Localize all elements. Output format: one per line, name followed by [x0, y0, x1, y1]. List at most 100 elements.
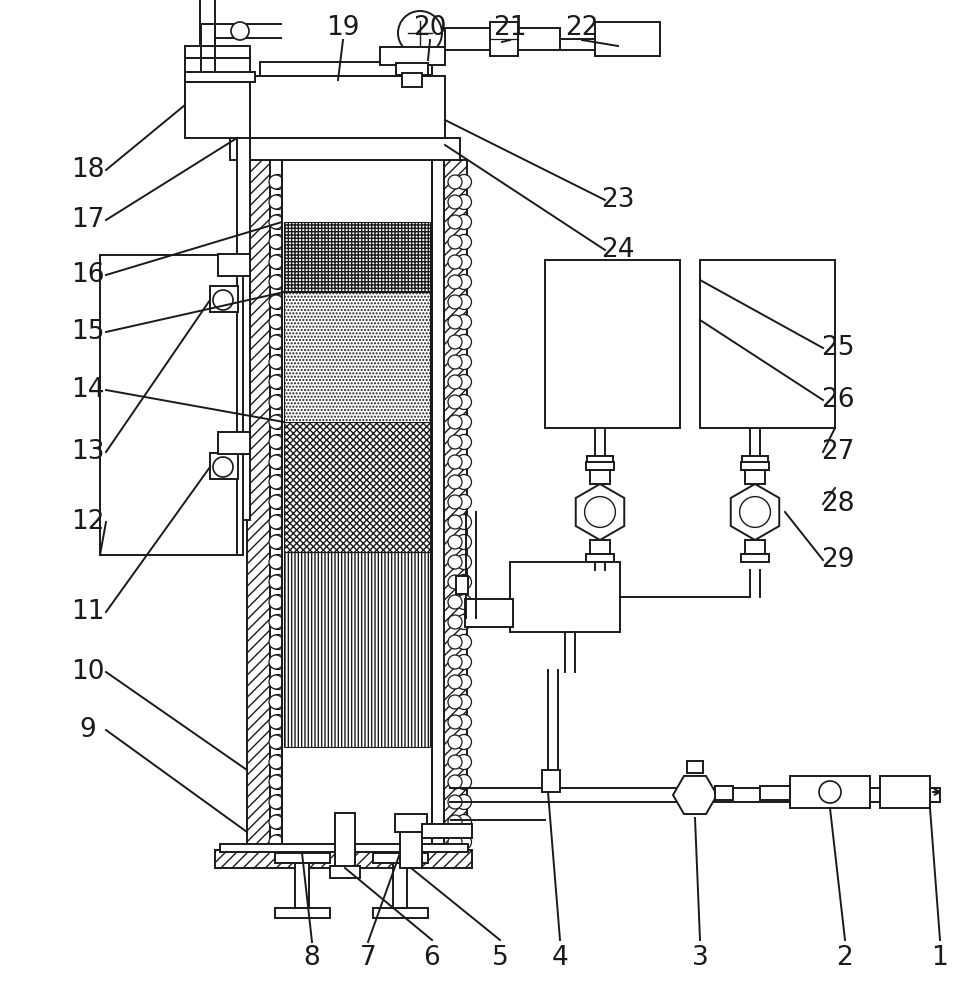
Text: 12: 12: [71, 509, 105, 535]
Circle shape: [448, 615, 461, 629]
Bar: [218, 432, 250, 454]
Circle shape: [270, 574, 285, 589]
Circle shape: [456, 734, 471, 750]
Polygon shape: [672, 776, 716, 814]
Text: 15: 15: [71, 319, 105, 345]
Text: 16: 16: [71, 262, 105, 288]
Circle shape: [268, 255, 283, 269]
Circle shape: [584, 497, 614, 527]
Circle shape: [448, 815, 461, 829]
Circle shape: [456, 355, 471, 369]
Text: 18: 18: [71, 157, 105, 183]
Circle shape: [397, 11, 442, 55]
Circle shape: [270, 355, 285, 369]
Circle shape: [270, 195, 285, 210]
Circle shape: [456, 814, 471, 829]
Circle shape: [456, 215, 471, 230]
Circle shape: [268, 595, 283, 609]
Bar: [510, 562, 619, 632]
Circle shape: [448, 215, 461, 229]
Bar: [373, 908, 427, 918]
Circle shape: [268, 515, 283, 529]
Bar: [422, 824, 472, 838]
Circle shape: [448, 515, 461, 529]
Circle shape: [268, 495, 283, 509]
Circle shape: [456, 234, 471, 249]
Bar: [744, 540, 765, 554]
Bar: [295, 863, 309, 908]
Circle shape: [270, 754, 285, 770]
Circle shape: [270, 674, 285, 690]
Text: 11: 11: [71, 599, 105, 625]
Circle shape: [270, 654, 285, 670]
Circle shape: [448, 575, 461, 589]
Circle shape: [268, 795, 283, 809]
Circle shape: [270, 274, 285, 290]
Circle shape: [268, 775, 283, 789]
Circle shape: [738, 497, 769, 527]
Circle shape: [268, 755, 283, 769]
Text: 22: 22: [565, 15, 598, 41]
Bar: [464, 599, 513, 627]
Circle shape: [456, 334, 471, 350]
Circle shape: [268, 455, 283, 469]
Circle shape: [270, 794, 285, 809]
Circle shape: [448, 415, 461, 429]
Circle shape: [268, 275, 283, 289]
Circle shape: [268, 655, 283, 669]
Circle shape: [270, 314, 285, 330]
Circle shape: [448, 235, 461, 249]
Circle shape: [456, 514, 471, 530]
Circle shape: [448, 675, 461, 689]
Text: 6: 6: [423, 945, 440, 971]
Text: 3: 3: [691, 945, 707, 971]
Text: 9: 9: [79, 717, 96, 743]
Bar: [284, 292, 429, 422]
Circle shape: [448, 595, 461, 609]
Text: 1: 1: [930, 945, 948, 971]
Text: 4: 4: [551, 945, 568, 971]
Bar: [215, 850, 472, 868]
Circle shape: [270, 414, 285, 430]
Circle shape: [456, 574, 471, 589]
Bar: [542, 770, 559, 792]
Bar: [334, 813, 355, 868]
Circle shape: [268, 215, 283, 229]
Circle shape: [270, 734, 285, 750]
Circle shape: [456, 175, 471, 190]
Circle shape: [270, 714, 285, 729]
Circle shape: [270, 814, 285, 829]
Bar: [185, 82, 250, 138]
Circle shape: [268, 635, 283, 649]
Circle shape: [270, 494, 285, 510]
Bar: [284, 222, 429, 292]
Circle shape: [448, 695, 461, 709]
Bar: [740, 462, 768, 470]
Circle shape: [268, 475, 283, 489]
Text: 8: 8: [303, 945, 320, 971]
Circle shape: [448, 535, 461, 549]
Bar: [455, 576, 467, 594]
Bar: [373, 853, 427, 863]
Circle shape: [270, 374, 285, 389]
Circle shape: [456, 374, 471, 389]
Bar: [394, 814, 426, 832]
Circle shape: [456, 274, 471, 290]
Circle shape: [456, 634, 471, 650]
Circle shape: [268, 535, 283, 549]
Circle shape: [448, 435, 461, 449]
Bar: [589, 470, 610, 484]
Bar: [760, 786, 789, 800]
Bar: [445, 28, 559, 50]
Circle shape: [448, 655, 461, 669]
Bar: [230, 138, 459, 160]
Bar: [594, 22, 659, 56]
Bar: [545, 260, 679, 428]
Bar: [585, 554, 613, 562]
Text: 23: 23: [601, 187, 634, 213]
Circle shape: [818, 781, 840, 803]
Text: 24: 24: [601, 237, 634, 263]
Circle shape: [270, 634, 285, 650]
Bar: [586, 456, 612, 470]
Circle shape: [268, 555, 283, 569]
